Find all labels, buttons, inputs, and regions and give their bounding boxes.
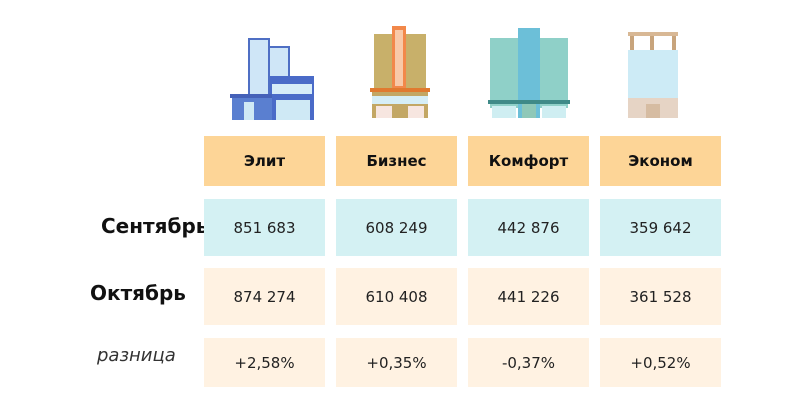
table-cell: 361 528 <box>600 268 721 325</box>
row-label-october: Октябрь <box>90 281 186 305</box>
table-cell: 441 226 <box>468 268 589 325</box>
table-cell: 851 683 <box>204 199 325 256</box>
table-cell: +2,58% <box>204 338 325 387</box>
table-cell: 874 274 <box>204 268 325 325</box>
column-header-economy: Эконом <box>600 136 721 186</box>
column-header-business: Бизнес <box>336 136 457 186</box>
table-cell: 359 642 <box>600 199 721 256</box>
table-cell: 610 408 <box>336 268 457 325</box>
row-label-september: Сентябрь <box>101 214 209 238</box>
column-header-elite: Элит <box>204 136 325 186</box>
elite-building-icon <box>230 38 314 120</box>
column-header-comfort: Комфорт <box>468 136 589 186</box>
business-building-icon <box>370 26 430 118</box>
row-label-difference: разница <box>97 345 176 366</box>
table-cell: 442 876 <box>468 199 589 256</box>
comfort-building-icon <box>488 28 570 118</box>
table-cell: +0,35% <box>336 338 457 387</box>
table-cell: -0,37% <box>468 338 589 387</box>
table-cell: +0,52% <box>600 338 721 387</box>
economy-building-icon <box>628 32 678 118</box>
table-cell: 608 249 <box>336 199 457 256</box>
